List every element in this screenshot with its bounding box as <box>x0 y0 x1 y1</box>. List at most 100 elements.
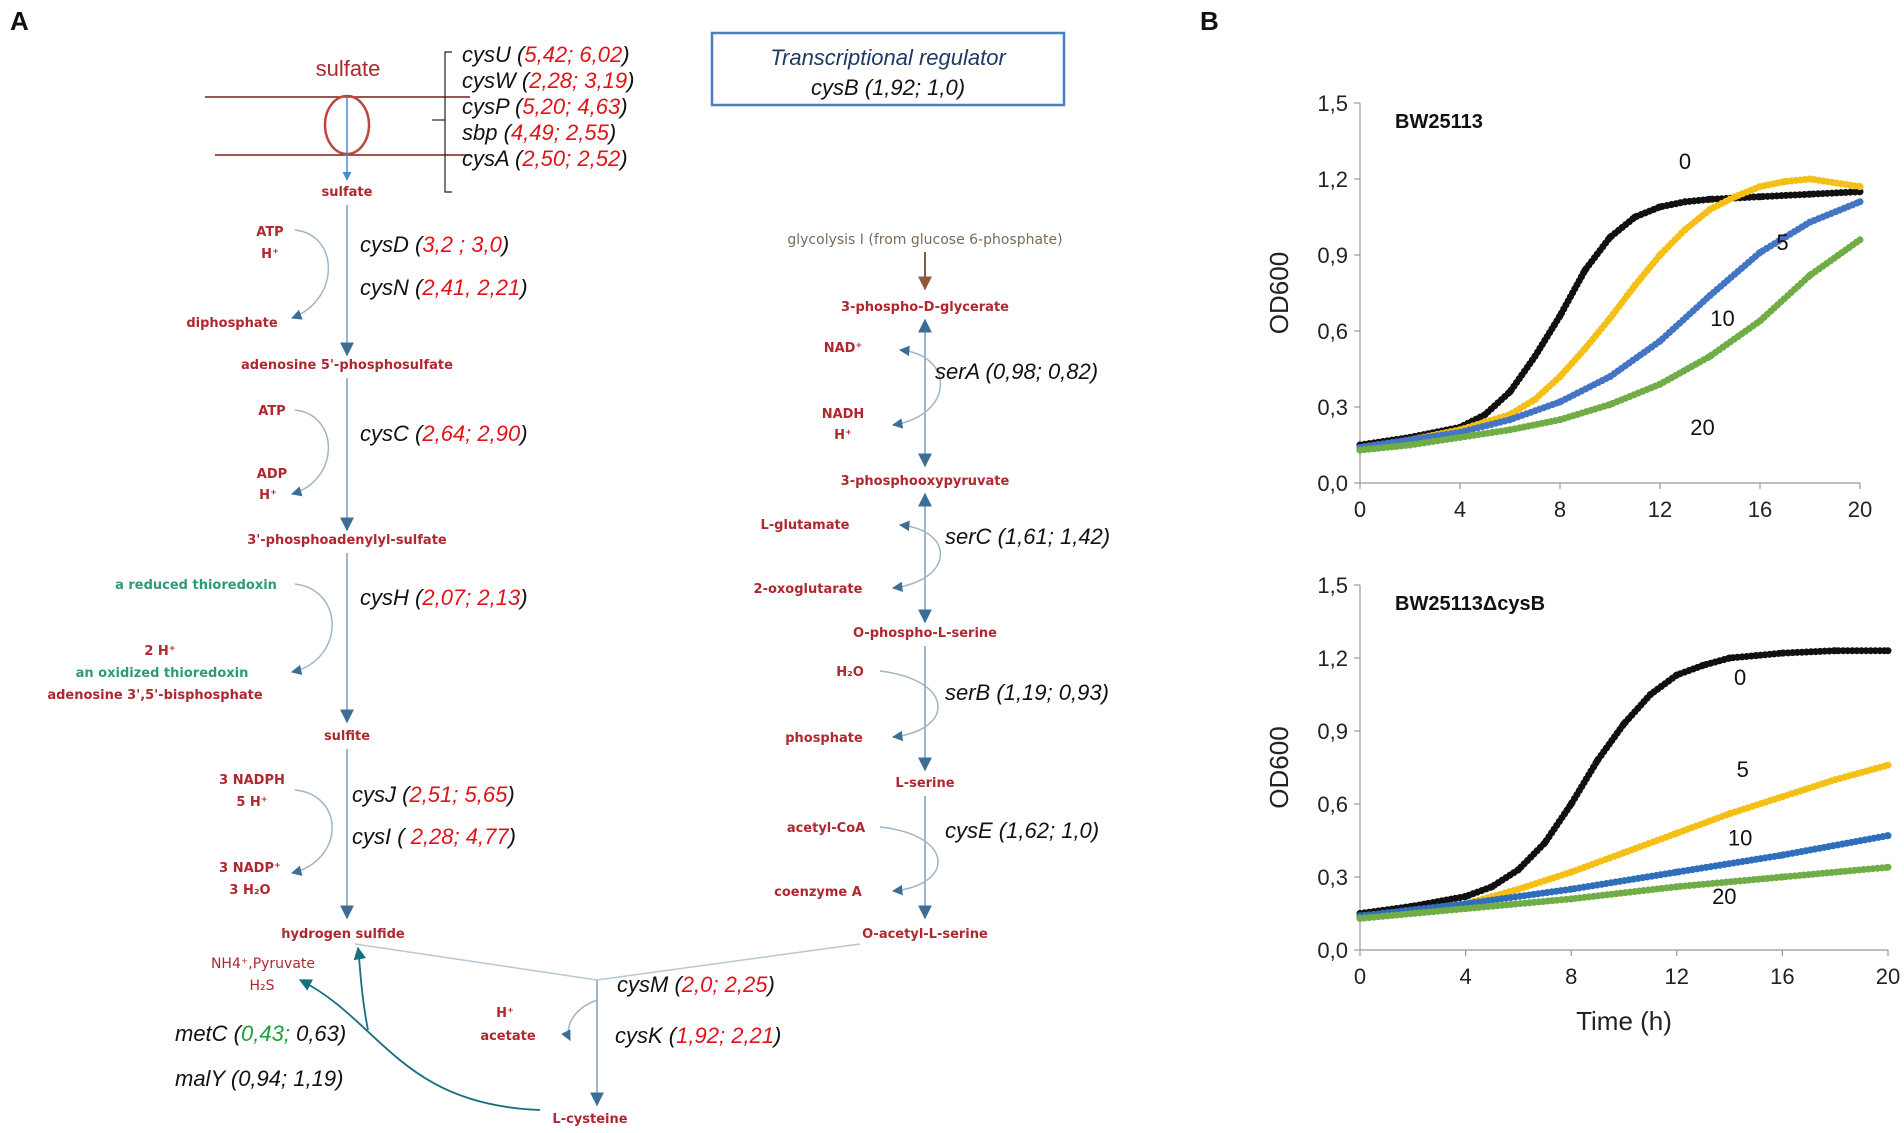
cof-thio-red: a reduced thioredoxin <box>115 578 277 593</box>
gene-serb-close: ) <box>1099 680 1109 705</box>
met-aps: adenosine 5'-phosphosulfate <box>241 358 453 373</box>
cof-atp2: ATP <box>258 404 285 419</box>
gene-cysj: cysJ (2,51; 5,65) <box>352 782 515 807</box>
x-tick-label: 16 <box>1770 964 1794 989</box>
data-point <box>1781 178 1789 186</box>
data-point <box>1462 892 1470 900</box>
cof-water-serb: H₂O <box>836 665 864 680</box>
gene-cysm: cysM (2,0; 2,25) <box>617 972 775 997</box>
gene-cysc: cysC (2,64; 2,90) <box>360 421 528 446</box>
gene-serc-open: ( <box>991 524 1007 549</box>
gene-cysp-open: ( <box>509 94 525 119</box>
curve-cysh <box>290 583 333 676</box>
data-point <box>1673 883 1681 891</box>
chart-title: BW25113 <box>1395 111 1483 133</box>
data-point <box>1756 193 1764 201</box>
data-point <box>1884 647 1892 655</box>
series-trace <box>1359 833 1889 919</box>
data-point <box>1856 188 1864 196</box>
y-tick-label: 0,3 <box>1317 865 1348 890</box>
right-pathway: glycolysis I (from glucose 6-phosphate) … <box>754 232 1063 942</box>
x-tick-label: 4 <box>1454 497 1466 522</box>
x-tick-label: 12 <box>1665 964 1689 989</box>
data-point <box>1673 829 1681 837</box>
gene-cysh-v1: 2,07 <box>421 585 466 610</box>
data-point <box>1531 352 1539 360</box>
data-point <box>1752 652 1760 660</box>
data-point <box>1831 776 1839 784</box>
gene-cysj-name: cysJ <box>352 782 397 807</box>
gene-sbp-sep: ; <box>554 120 566 145</box>
curve-to-h2s <box>353 946 369 1031</box>
curve-cyse <box>879 826 939 896</box>
curve-cysj <box>290 789 333 876</box>
gene-cysh-open: ( <box>409 585 425 610</box>
series-20 <box>1356 863 1892 922</box>
gene-cysh-close: ) <box>517 585 527 610</box>
gene-cysp-v1: 5,20 <box>522 94 566 119</box>
data-point <box>1481 411 1489 419</box>
y-axis-title: OD600 <box>1264 252 1294 334</box>
data-point <box>1756 183 1764 191</box>
left-pathway: adenosine 5'-phosphosulfate 3'-phosphoad… <box>47 205 453 942</box>
gene-cysk-open: ( <box>663 1023 679 1048</box>
data-point <box>1581 345 1589 353</box>
gene-cysi: cysI ( 2,28; 4,77) <box>352 824 516 849</box>
data-point <box>1856 198 1864 206</box>
data-point <box>1567 868 1575 876</box>
gene-cysn-open: ( <box>409 275 425 300</box>
cof-water: 3 H₂O <box>229 883 270 898</box>
data-point <box>1556 398 1564 406</box>
gene-cysn-name: cysN <box>360 275 409 300</box>
met-paps: 3'-phosphoadenylyl-sulfate <box>247 533 447 548</box>
gene-cysm-sep: ; <box>712 972 724 997</box>
gene-cyse: cysE (1,62; 1,0) <box>945 818 1099 843</box>
gene-serc-close: ) <box>1100 524 1110 549</box>
gene-cysh-name: cysH <box>360 585 409 610</box>
curve-label: 20 <box>1712 884 1736 909</box>
gene-cysj-v2: 5,65 <box>465 782 509 807</box>
gene-maly-v2: 1,19 <box>293 1066 336 1091</box>
met-sulfite: sulfite <box>324 729 370 744</box>
gene-cysw-open: ( <box>516 68 532 93</box>
data-point <box>1806 190 1814 198</box>
gene-cysu-sep: ; <box>567 42 579 67</box>
x-tick-label: 20 <box>1848 497 1872 522</box>
gene-serb-name: serB <box>945 680 990 705</box>
gene-cysa-name: cysA <box>462 146 509 171</box>
data-point <box>1462 905 1470 913</box>
gene-metc-v1: 0,43 <box>241 1021 285 1046</box>
data-point <box>1567 800 1575 808</box>
cof-h-sera: H⁺ <box>834 428 852 443</box>
glycolysis-source: glycolysis I (from glucose 6-phosphate) <box>787 232 1062 248</box>
data-point <box>1506 388 1514 396</box>
gene-serc-name: serC <box>945 524 992 549</box>
gene-cysp-sep: ; <box>565 94 577 119</box>
gene-cysm-close: ) <box>764 972 774 997</box>
gene-cysn-v1: 2,41 <box>421 275 465 300</box>
cof-acoa: acetyl-CoA <box>787 821 865 836</box>
data-point <box>1673 868 1681 876</box>
curve-label: 10 <box>1710 306 1734 331</box>
data-point <box>1556 416 1564 424</box>
gene-cysc-v2: 2,90 <box>476 421 521 446</box>
y-tick-label: 0,9 <box>1317 243 1348 268</box>
gene-cysc-close: ) <box>517 421 527 446</box>
gene-cysw: cysW (2,28; 3,19) <box>462 68 634 93</box>
data-point <box>1726 654 1734 662</box>
cof-akg: 2-oxoglutarate <box>754 582 863 597</box>
gene-metc-name: metC <box>175 1021 228 1046</box>
y-tick-label: 0,0 <box>1317 938 1348 963</box>
x-tick-label: 0 <box>1354 964 1366 989</box>
bottom-gene-labels: cysM (2,0; 2,25)cysK (1,92; 2,21)metC (0… <box>175 972 781 1091</box>
gene-serb-v1: 1,19 <box>1004 680 1047 705</box>
series-20 <box>1356 236 1864 454</box>
gene-cysn-sep: , <box>465 275 477 300</box>
gene-maly-open: ( <box>225 1066 241 1091</box>
gene-sbp-v1: 4,49 <box>511 120 554 145</box>
series-0 <box>1356 647 1892 917</box>
data-point <box>1406 441 1414 449</box>
gene-sera-name: serA <box>935 359 980 384</box>
curve-label: 10 <box>1728 825 1752 850</box>
series-line <box>1356 236 1864 454</box>
